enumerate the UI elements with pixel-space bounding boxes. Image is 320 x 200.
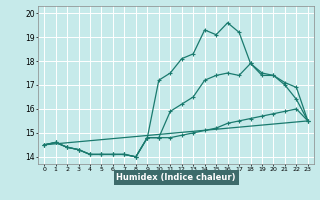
X-axis label: Humidex (Indice chaleur): Humidex (Indice chaleur) [116,173,236,182]
